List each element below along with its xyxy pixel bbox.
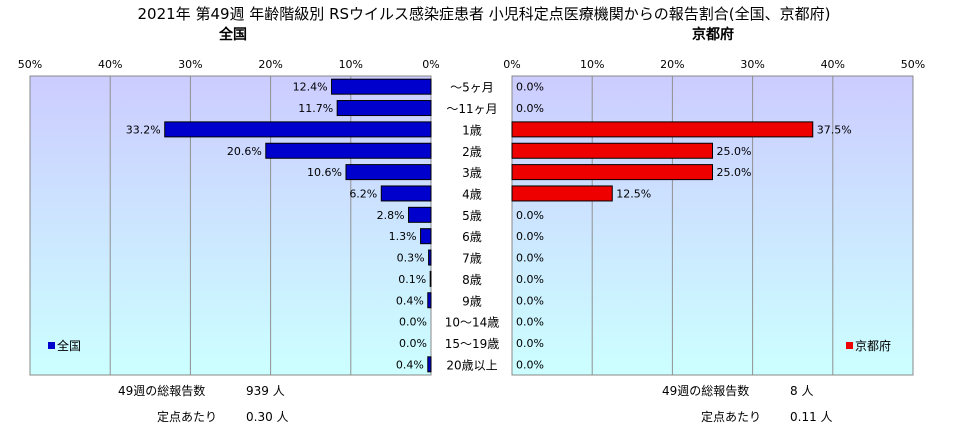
national-tick-label: 30% xyxy=(178,58,202,71)
national-tick-label: 20% xyxy=(258,58,282,71)
national-data-label: 0.0% xyxy=(399,337,427,350)
category-label: 〜11ヶ月 xyxy=(446,102,497,116)
kyoto-tick-label: 40% xyxy=(821,58,845,71)
category-label: 9歳 xyxy=(462,294,482,308)
national-data-label: 0.4% xyxy=(396,358,424,371)
kyoto-data-label: 0.0% xyxy=(516,81,544,94)
kyoto-data-label: 0.0% xyxy=(516,358,544,371)
category-label: 〜5ヶ月 xyxy=(450,81,494,95)
national-bar xyxy=(345,164,432,181)
category-label: 1歳 xyxy=(462,123,482,137)
category-labels: 〜5ヶ月〜11ヶ月 1歳 2歳 3歳 4歳 5歳 6歳 7歳 8歳 9歳 10〜14歳 15〜19歳 2… xyxy=(445,81,500,373)
national-bar xyxy=(380,185,432,202)
legend-label-national: 全国 xyxy=(57,338,81,353)
national-data-label: 11.7% xyxy=(298,102,333,115)
category-label: 6歳 xyxy=(462,230,482,244)
right-panel-title: 京都府 xyxy=(692,26,734,43)
national-plot-area xyxy=(29,75,432,376)
national-data-label: 12.4% xyxy=(293,81,328,94)
right-panel: 0% 10% 20% 30% 40% 50% 0.0% 0.0% 37.5% 25.0% 25.0%… xyxy=(503,58,925,376)
kyoto-data-label: 25.0% xyxy=(717,166,752,179)
kyoto-data-label: 0.0% xyxy=(516,294,544,307)
national-total-value: 939 人 xyxy=(246,384,285,398)
national-tick-label: 0% xyxy=(422,58,439,71)
kyoto-tick-label: 30% xyxy=(740,58,764,71)
left-panel: 50% 40% 30% 20% 10% 0% 12.4% 11.7% 33.2% 20.6% 10.… xyxy=(18,58,440,376)
chart-title: 2021年 第49週 年齢階級別 RSウイルス感染症患者 小児科定点医療機関から… xyxy=(138,5,831,23)
national-per-value: 0.30 人 xyxy=(246,410,289,424)
kyoto-data-label: 25.0% xyxy=(717,145,752,158)
kyoto-plot-area xyxy=(511,75,914,376)
legend-swatch-kyoto xyxy=(846,342,853,349)
legend-kyoto: 京都府 xyxy=(846,338,891,353)
national-bar xyxy=(427,292,432,309)
national-bar xyxy=(427,356,432,373)
national-data-label: 6.2% xyxy=(349,187,377,200)
national-data-label: 2.8% xyxy=(377,209,405,222)
category-label: 3歳 xyxy=(462,166,482,180)
kyoto-per-label: 定点あたり xyxy=(701,409,761,424)
national-bar xyxy=(408,206,432,223)
category-label: 10〜14歳 xyxy=(445,316,500,330)
national-tick-label: 40% xyxy=(98,58,122,71)
kyoto-tick-label: 50% xyxy=(901,58,925,71)
kyoto-bar xyxy=(511,164,713,181)
national-bar xyxy=(420,228,432,245)
category-label: 5歳 xyxy=(462,209,482,223)
kyoto-tick-label: 20% xyxy=(660,58,684,71)
national-tick-label: 10% xyxy=(339,58,363,71)
kyoto-total-value: 8 人 xyxy=(790,384,813,398)
national-data-label: 20.6% xyxy=(227,145,262,158)
category-label: 15〜19歳 xyxy=(445,337,500,351)
kyoto-data-label: 37.5% xyxy=(817,123,852,136)
kyoto-tick-label: 0% xyxy=(503,58,520,71)
kyoto-bar xyxy=(511,121,814,138)
kyoto-data-label: 0.0% xyxy=(516,209,544,222)
footer-national: 49週の総報告数 939 人 定点あたり 0.30 人 xyxy=(118,383,289,424)
category-label: 20歳以上 xyxy=(446,358,497,372)
national-per-label: 定点あたり xyxy=(157,409,217,424)
kyoto-data-label: 0.0% xyxy=(516,273,544,286)
left-panel-title: 全国 xyxy=(218,26,247,43)
footer-kyoto: 49週の総報告数 8 人 定点あたり 0.11 人 xyxy=(662,383,833,424)
category-label: 2歳 xyxy=(462,145,482,159)
national-bar xyxy=(428,249,432,266)
kyoto-bar xyxy=(511,142,713,159)
kyoto-data-label: 0.0% xyxy=(516,102,544,115)
national-total-label: 49週の総報告数 xyxy=(118,383,205,398)
national-bar xyxy=(164,121,432,138)
national-tick-label: 50% xyxy=(18,58,42,71)
legend-label-kyoto: 京都府 xyxy=(855,338,891,353)
kyoto-bar xyxy=(511,185,613,202)
kyoto-data-label: 12.5% xyxy=(616,187,651,200)
kyoto-data-label: 0.0% xyxy=(516,337,544,350)
national-data-label: 0.3% xyxy=(397,252,425,265)
kyoto-data-label: 0.0% xyxy=(516,230,544,243)
national-data-label: 0.0% xyxy=(399,316,427,329)
legend-national: 全国 xyxy=(48,338,81,353)
national-data-label: 1.3% xyxy=(389,230,417,243)
category-label: 4歳 xyxy=(462,187,482,201)
national-data-label: 0.4% xyxy=(396,294,424,307)
national-bar xyxy=(336,100,432,117)
category-label: 8歳 xyxy=(462,273,482,287)
kyoto-data-label: 0.0% xyxy=(516,252,544,265)
national-bar xyxy=(265,142,432,159)
kyoto-data-label: 0.0% xyxy=(516,316,544,329)
national-data-label: 33.2% xyxy=(126,123,161,136)
national-bar xyxy=(429,270,432,287)
legend-swatch-national xyxy=(48,342,55,349)
kyoto-total-label: 49週の総報告数 xyxy=(662,383,749,398)
category-label: 7歳 xyxy=(462,252,482,266)
national-data-label: 10.6% xyxy=(307,166,342,179)
national-bar xyxy=(331,78,432,95)
kyoto-tick-label: 10% xyxy=(580,58,604,71)
national-data-label: 0.1% xyxy=(398,273,426,286)
kyoto-per-value: 0.11 人 xyxy=(790,410,833,424)
